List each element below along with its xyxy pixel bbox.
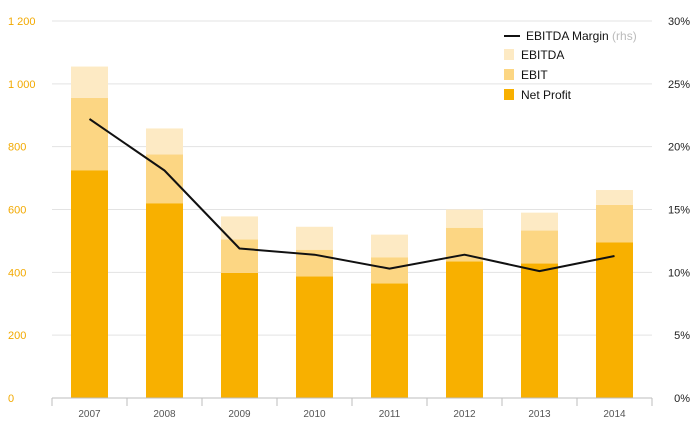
x-tick-label: 2014 xyxy=(603,409,626,420)
right-tick-label: 20% xyxy=(668,142,690,154)
legend-label-ebitda: EBITDA xyxy=(521,48,564,62)
bar-ebit xyxy=(596,204,633,243)
right-tick-label: 10% xyxy=(668,267,690,279)
x-axis: 2007 2008 2009 2010 2011 2012 2013 2014 xyxy=(51,397,653,420)
left-tick-label: 200 xyxy=(8,330,26,342)
right-tick-label: 0% xyxy=(674,393,690,405)
x-tick-label: 2008 xyxy=(153,409,176,420)
right-tick-label: 5% xyxy=(674,330,690,342)
legend: EBITDA Margin (rhs) EBITDA EBIT Net Prof… xyxy=(504,29,637,102)
ebitda-margin-line xyxy=(88,118,615,273)
bar-net-profit xyxy=(296,276,333,398)
left-tick-label: 0 xyxy=(8,393,14,405)
bar-ebitda xyxy=(221,216,258,240)
x-tick-label: 2007 xyxy=(78,409,101,420)
bar-ebitda xyxy=(71,66,108,98)
x-tick-label: 2013 xyxy=(528,409,551,420)
left-tick-label: 1 200 xyxy=(8,16,36,28)
stacked-bars xyxy=(71,66,633,398)
bar-ebitda xyxy=(146,128,183,155)
left-tick-label: 600 xyxy=(8,205,26,217)
bar-ebitda xyxy=(446,209,483,228)
legend-label-ebitda-margin: EBITDA Margin (rhs) xyxy=(526,29,637,43)
right-tick-label: 30% xyxy=(668,16,690,28)
bar-ebitda xyxy=(296,226,333,250)
bar-net-profit xyxy=(521,263,558,398)
bar-ebitda xyxy=(371,234,408,258)
bar-ebit xyxy=(521,230,558,264)
right-tick-label: 15% xyxy=(668,205,690,217)
gridlines xyxy=(52,20,652,336)
bar-ebit xyxy=(446,227,483,262)
legend-swatch-net-profit xyxy=(504,89,514,100)
margin-line-layer xyxy=(88,118,615,273)
x-tick-label: 2011 xyxy=(379,409,401,420)
legend-label-net-profit: Net Profit xyxy=(521,88,572,102)
bar-ebit xyxy=(371,257,408,284)
bar-net-profit xyxy=(221,272,258,398)
bar-ebitda xyxy=(521,212,558,231)
left-axis-ticks: 0 200 400 600 800 1 000 1 200 xyxy=(8,16,36,405)
left-tick-label: 400 xyxy=(8,267,26,279)
bar-net-profit xyxy=(146,203,183,398)
x-tick-label: 2009 xyxy=(228,409,251,420)
left-tick-label: 1 000 xyxy=(8,79,36,91)
x-tick-label: 2012 xyxy=(453,409,476,420)
bar-ebitda xyxy=(596,190,633,205)
bar-net-profit xyxy=(446,261,483,398)
x-tick-label: 2010 xyxy=(303,409,326,420)
right-axis-ticks: 0% 5% 10% 15% 20% 25% 30% xyxy=(668,16,690,405)
bar-net-profit xyxy=(371,283,408,398)
legend-label-ebit: EBIT xyxy=(521,68,548,82)
bar-net-profit xyxy=(71,170,108,398)
legend-swatch-ebitda xyxy=(504,49,514,60)
bar-net-profit xyxy=(596,242,633,398)
bar-ebit xyxy=(221,239,258,273)
bar-ebit xyxy=(71,97,108,171)
right-tick-label: 25% xyxy=(668,79,690,91)
legend-swatch-ebit xyxy=(504,69,514,80)
left-tick-label: 800 xyxy=(8,142,26,154)
